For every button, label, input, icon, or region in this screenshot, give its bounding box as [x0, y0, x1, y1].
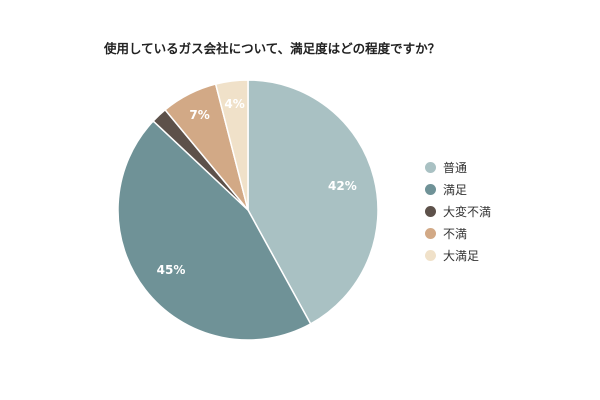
chart-title: 使用しているガス会社について、満足度はどの程度ですか？ [104, 41, 441, 56]
legend-swatch [425, 227, 436, 239]
pie-slice-4 [214, 79, 249, 211]
legend-item: 大変不満 [425, 200, 491, 222]
legend-item: 普通 [425, 156, 491, 178]
legend-swatch [425, 205, 436, 217]
legend-swatch [425, 161, 436, 173]
legend-swatch [425, 249, 436, 261]
legend-item: 不満 [425, 222, 491, 244]
legend-item: 満足 [425, 178, 491, 200]
legend-label: 大満足 [443, 248, 480, 263]
legend-label: 不満 [443, 226, 468, 241]
slice-value-label-1: 45% [157, 263, 186, 277]
legend-swatch [425, 183, 436, 195]
chart-legend: 普通満足大変不満不満大満足 [425, 156, 491, 266]
slice-value-label-4: 4% [224, 97, 244, 111]
slice-value-label-3: 7% [189, 108, 209, 122]
legend-label: 普通 [443, 160, 468, 175]
pie-slice-1 [117, 119, 312, 341]
pie-slice-0 [247, 79, 379, 325]
legend-label: 満足 [443, 182, 468, 197]
slice-value-label-0: 42% [328, 179, 357, 193]
legend-label: 大変不満 [443, 204, 492, 219]
legend-item: 大満足 [425, 244, 491, 266]
